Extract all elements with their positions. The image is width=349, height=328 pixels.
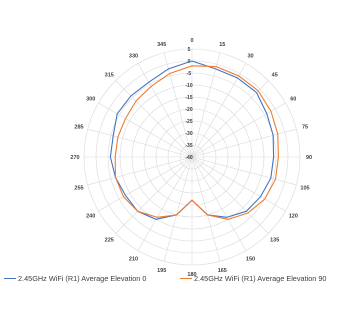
- angle-label: 90: [306, 155, 312, 161]
- radial-tick-label: -10: [185, 83, 192, 89]
- legend-label-series-1: 2.45GHz WiFi (R1) Average Elevation 0: [18, 274, 147, 283]
- grid-spoke-15: [191, 52, 221, 158]
- radial-tick-label: 5: [188, 47, 191, 53]
- angle-label: 300: [86, 97, 95, 103]
- angle-label: 135: [270, 238, 279, 244]
- angle-label: 315: [105, 72, 114, 78]
- angle-label: 105: [300, 185, 309, 191]
- radial-tick-label: -30: [185, 131, 192, 137]
- radial-tick-label: -25: [185, 119, 192, 125]
- grid-spoke-150: [191, 156, 247, 251]
- chart-legend: 2.45GHz WiFi (R1) Average Elevation 0 2.…: [0, 274, 349, 286]
- angle-labels: 0 15 30 45 60 75 90 105 120 135 150 165 180 195 210 225…: [70, 38, 312, 278]
- legend-item-series-2: 2.45GHz WiFi (R1) Average Elevation 90: [180, 274, 326, 283]
- grid-spoke-285: [87, 128, 193, 158]
- angle-label: 195: [157, 268, 166, 274]
- angle-label: 120: [289, 214, 298, 220]
- grid-spoke-60: [191, 102, 286, 158]
- angle-label: 210: [129, 256, 138, 262]
- grid-spoke-225: [115, 156, 193, 234]
- grid-spoke-165: [191, 156, 221, 262]
- grid-spoke-105: [191, 156, 297, 186]
- radial-tick-label: -15: [185, 95, 192, 101]
- angle-label: 165: [218, 268, 227, 274]
- angle-label: 330: [129, 54, 138, 60]
- angle-label: 180: [187, 272, 196, 278]
- legend-swatch-series-2: [180, 278, 192, 279]
- angle-label: 60: [290, 97, 296, 103]
- series-lines: [109, 60, 279, 220]
- radial-tick-label: -40: [185, 155, 192, 161]
- angle-label: 0: [190, 38, 193, 44]
- legend-label-series-2: 2.45GHz WiFi (R1) Average Elevation 90: [194, 274, 327, 283]
- grid-spoke-45: [191, 80, 269, 158]
- angle-label: 150: [246, 256, 255, 262]
- angle-label: 75: [302, 125, 308, 131]
- grid-spoke-255: [87, 156, 193, 186]
- angle-label: 225: [105, 238, 114, 244]
- angle-label: 255: [74, 185, 83, 191]
- grid-spoke-315: [115, 80, 193, 158]
- legend-item-series-1: 2.45GHz WiFi (R1) Average Elevation 0: [4, 274, 146, 283]
- grid-spoke-75: [191, 128, 297, 158]
- radial-tick-label: -5: [187, 71, 192, 77]
- angle-label: 270: [70, 155, 79, 161]
- grid-spoke-330: [137, 63, 193, 158]
- angle-label: 285: [74, 125, 83, 131]
- angle-label: 345: [157, 42, 166, 48]
- radial-tick-label: -35: [185, 143, 192, 149]
- polar-grid: [83, 48, 301, 266]
- angle-label: 45: [272, 72, 278, 78]
- grid-spoke-210: [137, 156, 193, 251]
- legend-swatch-series-1: [4, 278, 16, 279]
- grid-spoke-195: [163, 156, 193, 262]
- angle-label: 240: [86, 214, 95, 220]
- angle-label: 30: [247, 54, 253, 60]
- grid-spoke-240: [98, 156, 193, 212]
- grid-spoke-120: [191, 156, 286, 212]
- angle-label: 15: [219, 42, 225, 48]
- grid-spoke-30: [191, 63, 247, 158]
- radial-tick-label: -20: [185, 107, 192, 113]
- grid-spoke-300: [98, 102, 193, 158]
- grid-spoke-135: [191, 156, 269, 234]
- grid-spoke-345: [163, 52, 193, 158]
